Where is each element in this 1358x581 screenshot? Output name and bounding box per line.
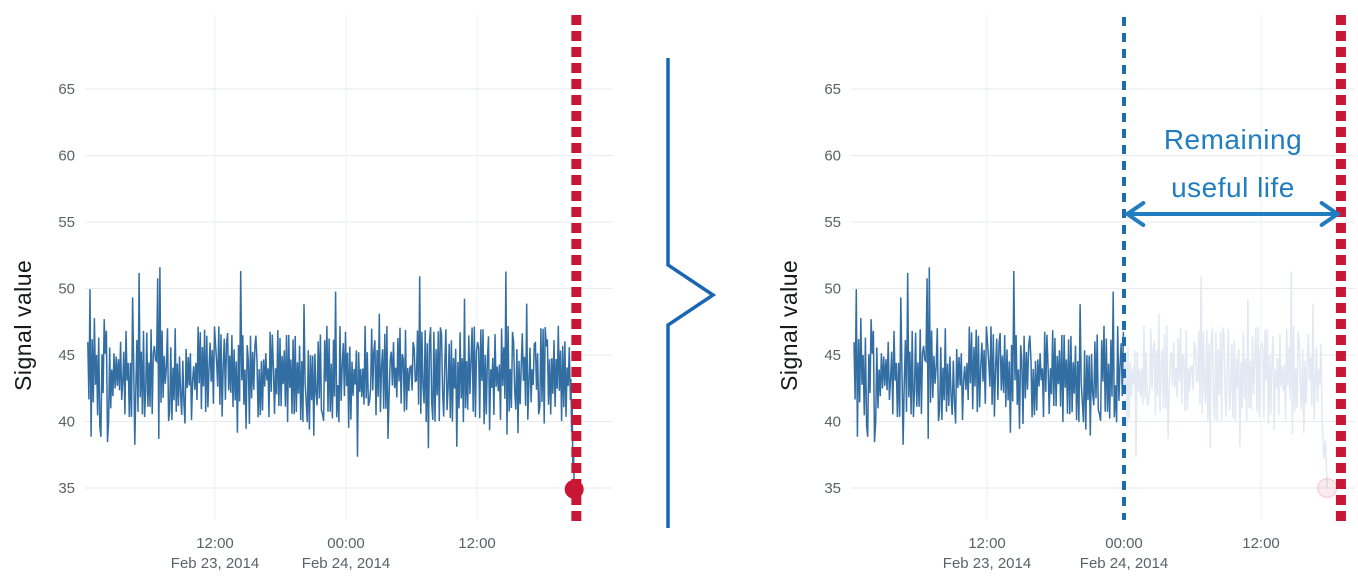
y-tick-label: 50 [824, 281, 841, 298]
x-tick-date-label: Feb 23, 2014 [171, 555, 259, 572]
faded-failure-marker [1316, 477, 1338, 499]
y-tick-label: 40 [824, 414, 841, 431]
y-tick-label: 65 [58, 81, 75, 98]
y-tick-label: 45 [824, 347, 841, 364]
y-tick-label: 35 [58, 480, 75, 497]
left-chart: 35 40 45 50 55 60 65 12:00 Feb 23, 2014 00:00 Feb … [58, 15, 612, 572]
y-tick-label: 35 [824, 480, 841, 497]
rul-annotation: Remaining useful life [1128, 116, 1338, 212]
x-tick-time-label: 12:00 [968, 535, 1006, 552]
left-y-axis-title: Signal value [10, 259, 36, 391]
transform-chevron-icon [666, 58, 717, 528]
x-tick-time-label: 12:00 [196, 535, 234, 552]
x-tick-date-label: Feb 23, 2014 [943, 555, 1031, 572]
y-tick-label: 45 [58, 347, 75, 364]
x-tick-time-label: 00:00 [327, 535, 365, 552]
right-y-axis-title: Signal value [776, 259, 802, 391]
signal-line [87, 267, 575, 490]
rul-annotation-line2: useful life [1171, 172, 1295, 203]
y-tick-label: 55 [58, 214, 75, 231]
y-tick-label: 60 [824, 148, 841, 165]
y-tick-label: 40 [58, 414, 75, 431]
rul-annotation-line1: Remaining [1163, 124, 1303, 155]
y-tick-label: 50 [58, 281, 75, 298]
x-tick-time-label: 12:00 [1242, 535, 1280, 552]
y-tick-label: 65 [824, 81, 841, 98]
rul-arrow [1123, 201, 1342, 228]
failure-marker [564, 479, 584, 499]
predicted-signal-line [1123, 271, 1328, 489]
y-tick-label: 60 [58, 148, 75, 165]
x-tick-date-label: Feb 24, 2014 [302, 555, 390, 572]
x-tick-time-label: 12:00 [458, 535, 496, 552]
right-chart: 35 40 45 50 55 60 65 12:00 Feb 23, 2014 00:00 Feb … [824, 15, 1355, 572]
x-tick-date-label: Feb 24, 2014 [1080, 555, 1168, 572]
x-tick-time-label: 00:00 [1105, 535, 1143, 552]
y-tick-label: 55 [824, 214, 841, 231]
chevron-right-icon [666, 58, 717, 528]
observed-signal-line [853, 267, 1125, 445]
